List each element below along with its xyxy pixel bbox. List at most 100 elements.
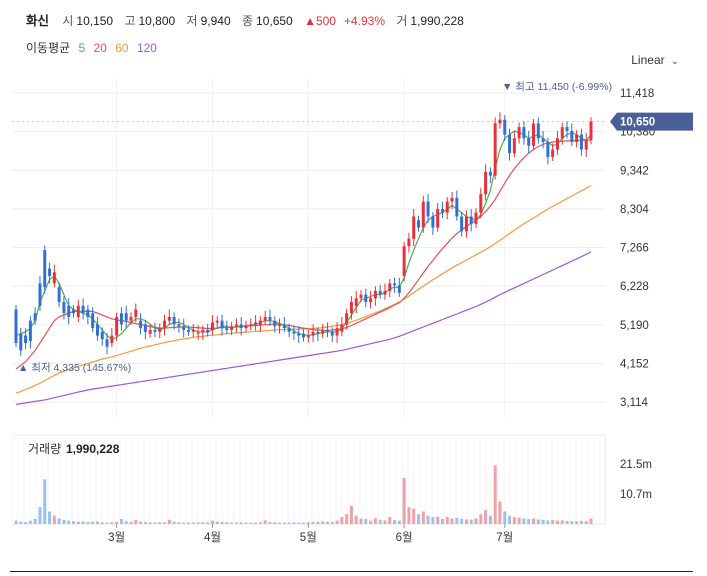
volume-bar: [484, 510, 488, 524]
volume-bar: [124, 521, 128, 524]
candle-body: [560, 127, 564, 139]
candle-body: [469, 216, 473, 224]
current-price-label: 10,650: [620, 117, 655, 129]
candle-body: [33, 313, 37, 321]
volume-bar: [254, 522, 258, 524]
candle-body: [72, 309, 75, 314]
ma-legend-20[interactable]: 20: [93, 41, 107, 55]
candle-body: [440, 209, 444, 213]
volume-bar: [426, 515, 430, 524]
candle-body: [210, 322, 214, 330]
volume-bar: [72, 521, 75, 524]
change-pct: +4.93%: [343, 14, 386, 28]
volume-bar: [359, 518, 363, 524]
candle-body: [479, 194, 483, 213]
candle-body: [215, 320, 219, 323]
volume-bar: [153, 522, 157, 524]
candle-body: [239, 324, 243, 329]
candle-body: [268, 316, 272, 321]
price-tick-label: 9,342: [620, 165, 649, 177]
volume-bar: [369, 520, 373, 524]
candle-body: [345, 313, 349, 325]
candle-body: [273, 320, 277, 327]
candle-body: [287, 328, 291, 332]
candle-body: [67, 305, 71, 317]
candle-body: [14, 309, 18, 343]
candle-body: [474, 212, 478, 224]
candle-body: [220, 320, 224, 329]
volume-value: 1,990,228: [410, 14, 464, 28]
volume-bar: [139, 521, 143, 524]
volume-bar: [474, 518, 478, 524]
candle-body: [340, 324, 344, 332]
ma-legend-title: 이동평균: [26, 41, 71, 55]
open-value: 10,150: [76, 14, 114, 28]
candle-body: [196, 332, 200, 334]
volume-bar: [258, 522, 262, 524]
volume-bar: [345, 514, 349, 524]
volume-bar: [239, 522, 243, 524]
candle-body: [397, 285, 401, 293]
volume-bar: [575, 521, 579, 524]
min-price-label: ▲ 최저 4,335 (145.67%): [18, 362, 131, 374]
ma-legend-60[interactable]: 60: [115, 41, 129, 55]
time-tick-label: 6월: [396, 531, 413, 544]
volume-bar: [354, 515, 358, 524]
volume-bar: [249, 522, 253, 524]
candle-body: [139, 320, 143, 329]
volume-bar: [201, 522, 205, 524]
volume-bar: [100, 522, 104, 524]
volume-bar: [373, 518, 377, 524]
candle-body: [206, 329, 210, 333]
candle-body: [38, 283, 42, 306]
scale-selector[interactable]: Linear ⌄: [631, 53, 679, 67]
volume-bar: [325, 521, 329, 524]
volume-bar: [455, 517, 459, 524]
volume-bar: [560, 520, 564, 524]
volume-bar: [134, 519, 138, 524]
volume-bar: [546, 520, 550, 524]
candle-body: [359, 294, 363, 299]
candle-body: [393, 283, 397, 286]
candle-body: [527, 138, 531, 146]
volume-bar: [268, 522, 272, 524]
volume-bar: [278, 522, 282, 524]
candle-body: [546, 142, 550, 157]
candle-body: [244, 325, 248, 329]
candle-body: [522, 127, 526, 139]
candle-body: [306, 335, 310, 338]
volume-tick-label: 21.5m: [620, 459, 652, 471]
quote-header: 화신 시 10,150 고 10,800 저 9,940 종 10,650 ▲500 +4…: [26, 10, 472, 29]
ma60-line: [15, 185, 592, 394]
volume-bar: [431, 517, 435, 524]
price-tick-label: 8,304: [620, 204, 649, 216]
candle-body: [254, 322, 258, 325]
volume-bar: [464, 519, 468, 524]
candle-body: [383, 290, 387, 295]
candle-body: [282, 324, 286, 329]
ma-legend-5[interactable]: 5: [78, 41, 86, 55]
volume-bar: [33, 518, 37, 524]
price-tick-label: 4,152: [620, 358, 649, 370]
candle-body: [258, 320, 262, 325]
candle-body: [311, 331, 315, 336]
candle-body: [28, 320, 32, 342]
candle-body: [119, 313, 123, 325]
candle-body: [110, 335, 114, 343]
ma120-line: [15, 251, 592, 405]
candle-body: [124, 313, 128, 321]
volume-bar: [76, 521, 80, 524]
volume-bar: [512, 517, 516, 524]
candle-body: [134, 309, 138, 317]
candle-body: [364, 294, 368, 303]
volume-bar: [57, 518, 61, 524]
volume-bar: [105, 522, 109, 524]
volume-bar: [388, 517, 392, 524]
ma-legend-120[interactable]: 120: [136, 41, 157, 55]
volume-bar: [172, 521, 176, 524]
volume-bar: [273, 522, 277, 524]
volume-bar: [81, 521, 85, 524]
candle-body: [431, 216, 435, 228]
volume-bar: [263, 520, 267, 524]
